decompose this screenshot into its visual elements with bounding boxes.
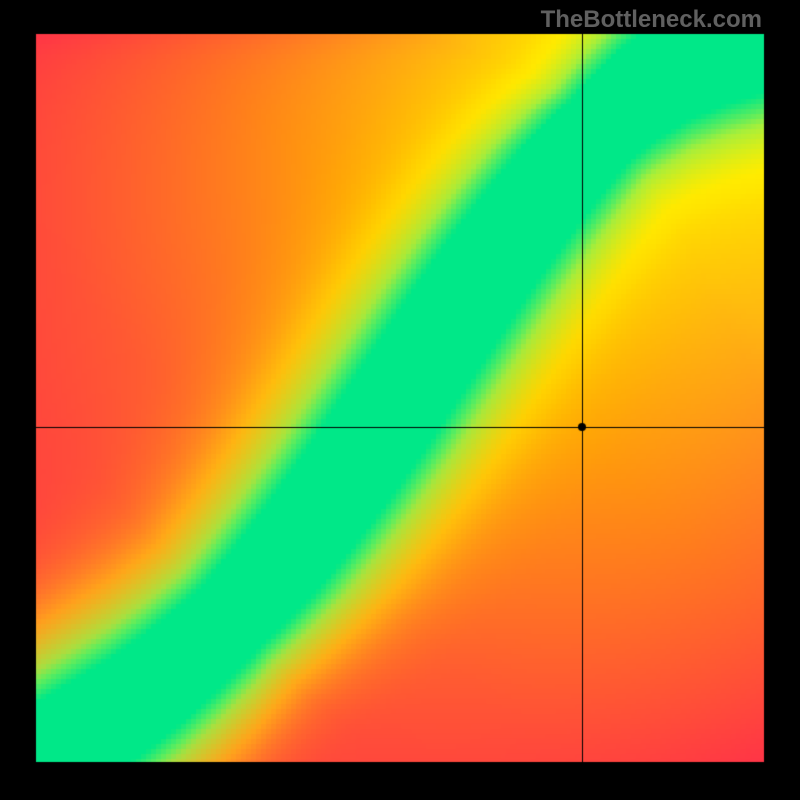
bottleneck-heatmap [0,0,800,800]
watermark-text: TheBottleneck.com [541,6,762,34]
